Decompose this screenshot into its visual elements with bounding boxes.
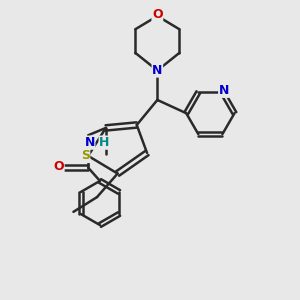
Text: N: N: [152, 64, 163, 77]
Text: S: S: [81, 149, 90, 162]
Text: O: O: [53, 160, 64, 173]
Text: N: N: [85, 136, 95, 149]
Text: H: H: [99, 136, 110, 149]
Text: O: O: [152, 8, 163, 21]
Text: N: N: [219, 84, 229, 97]
